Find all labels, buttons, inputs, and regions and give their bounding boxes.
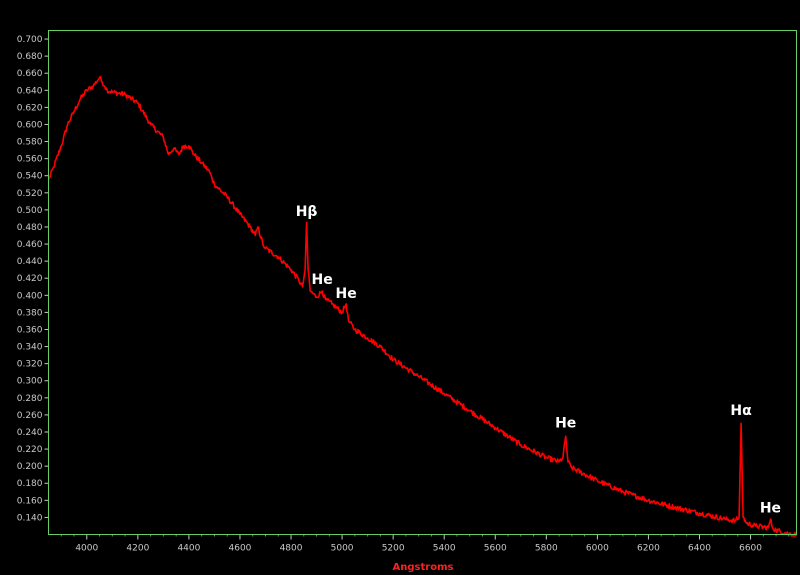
y-tick-label: 0.180 bbox=[17, 479, 43, 489]
y-tick-label: 0.260 bbox=[17, 411, 43, 421]
x-tick-label: 6400 bbox=[688, 544, 711, 554]
x-tick-label: 5600 bbox=[484, 544, 507, 554]
x-tick-label: 5400 bbox=[433, 544, 456, 554]
x-tick-label: 6000 bbox=[586, 544, 609, 554]
y-tick-label: 0.500 bbox=[17, 206, 43, 216]
x-tick-label: 4600 bbox=[229, 544, 252, 554]
y-tick-label: 0.600 bbox=[17, 120, 43, 130]
y-tick-label: 0.480 bbox=[17, 223, 43, 233]
y-tick-label: 0.320 bbox=[17, 360, 43, 370]
y-tick-label: 0.380 bbox=[17, 308, 43, 318]
x-tick-label: 5800 bbox=[535, 544, 558, 554]
x-tick-label: 6600 bbox=[739, 544, 762, 554]
y-tick-label: 0.460 bbox=[17, 240, 43, 250]
y-tick-label: 0.640 bbox=[17, 86, 43, 96]
line-annotation: Hβ bbox=[296, 204, 318, 220]
y-axis: 0.140 0.160 0.180 0.200 0.220 0.240 0.260 0.280… bbox=[17, 35, 49, 523]
x-tick-label: 6200 bbox=[637, 544, 660, 554]
y-tick-label: 0.300 bbox=[17, 377, 43, 387]
y-tick-label: 0.140 bbox=[17, 513, 43, 523]
y-tick-label: 0.400 bbox=[17, 291, 43, 301]
line-annotation: He bbox=[555, 416, 576, 432]
y-tick-label: 0.220 bbox=[17, 445, 43, 455]
y-tick-label: 0.660 bbox=[17, 69, 43, 79]
x-tick-label: 5000 bbox=[331, 544, 354, 554]
line-annotation: He bbox=[336, 286, 357, 302]
y-tick-label: 0.620 bbox=[17, 103, 43, 113]
x-tick-label: 5200 bbox=[382, 544, 405, 554]
x-tick-label: 4400 bbox=[177, 544, 200, 554]
x-axis: 4000 4200 4400 4600 4800 5000 5200 5400 5600 5800… bbox=[60, 534, 790, 554]
y-tick-label: 0.340 bbox=[17, 343, 43, 353]
y-tick-label: 0.240 bbox=[17, 428, 43, 438]
y-tick-label: 0.280 bbox=[17, 394, 43, 404]
x-tick-label: 4000 bbox=[75, 544, 98, 554]
y-tick-label: 0.360 bbox=[17, 325, 43, 335]
plot-frame bbox=[48, 30, 797, 535]
y-tick-label: 0.580 bbox=[17, 138, 43, 148]
line-annotation: He bbox=[312, 272, 333, 288]
line-annotation: Hα bbox=[730, 403, 752, 419]
y-tick-label: 0.700 bbox=[17, 35, 43, 45]
y-tick-label: 0.560 bbox=[17, 155, 43, 165]
y-tick-label: 0.200 bbox=[17, 462, 43, 472]
y-tick-label: 0.440 bbox=[17, 257, 43, 267]
y-tick-label: 0.520 bbox=[17, 189, 43, 199]
line-annotation: He bbox=[760, 500, 781, 516]
y-tick-label: 0.540 bbox=[17, 172, 43, 182]
y-tick-label: 0.420 bbox=[17, 274, 43, 284]
spectrum-line bbox=[47, 75, 798, 538]
y-tick-label: 0.680 bbox=[17, 52, 43, 62]
x-tick-label: 4800 bbox=[280, 544, 303, 554]
y-tick-label: 0.160 bbox=[17, 496, 43, 506]
x-tick-label: 4200 bbox=[126, 544, 149, 554]
x-axis-title: Angstroms bbox=[393, 562, 454, 573]
